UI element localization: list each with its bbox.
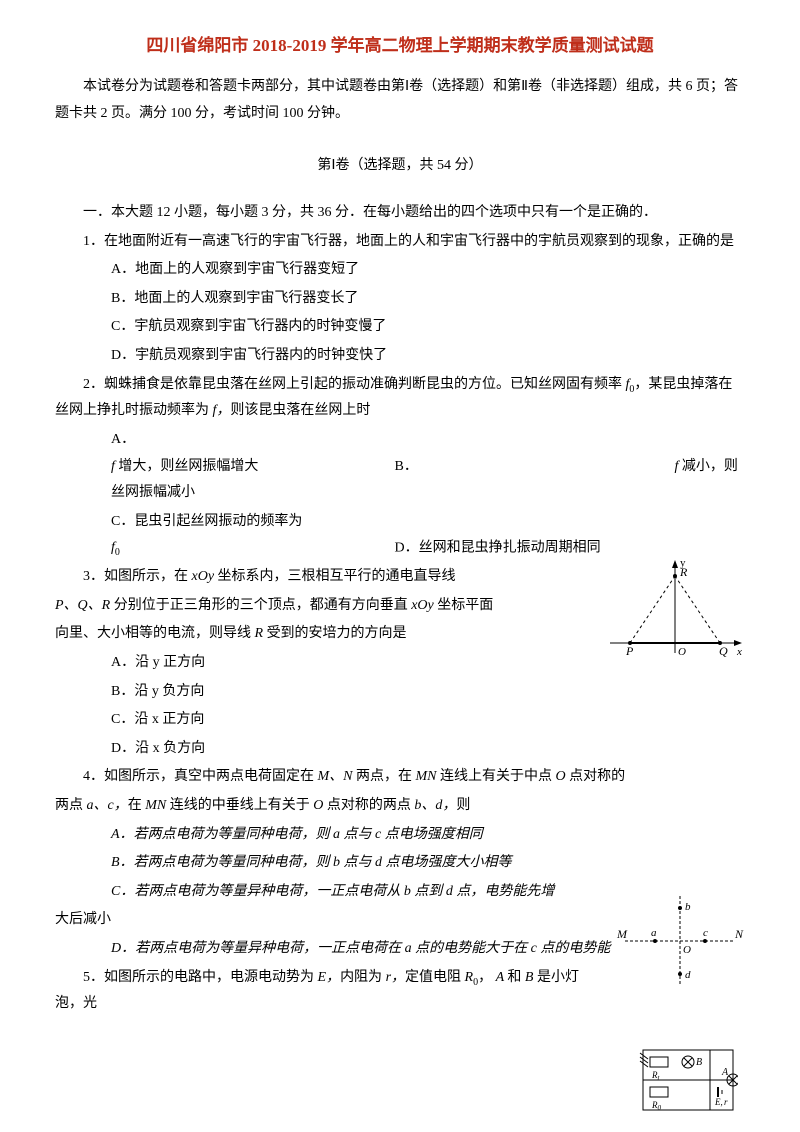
q2a2: 增大，则丝网振幅增大 (118, 459, 258, 474)
fig4-d: d (685, 969, 691, 981)
figure-q3: R y P Q O x (600, 558, 745, 678)
q5s1: 5．如图所示的电路中，电源电动势为 (83, 970, 318, 985)
q3a: A．沿 y 正方向 (111, 655, 205, 670)
q2-f: f， (213, 403, 231, 418)
q3-opt-d: D．沿 x 负方向 (55, 736, 745, 763)
q3R: R (255, 626, 267, 641)
q2-opt-cd: C．昆虫引起丝网振动的频率为 f0 D．丝网和昆虫挣扎振动周期相同 (55, 509, 745, 562)
q3s5: 受到的安培力的方向是 (267, 626, 407, 641)
q4-line1: 4．如图所示，真空中两点电荷固定在 M、N 两点，在 MN 连线上有关于中点 O… (55, 764, 745, 791)
q3d: D．沿 x 负方向 (111, 741, 205, 756)
q1-opt-d: D．宇航员观察到宇宙飞行器内的时钟变快了 (55, 343, 745, 370)
q3s2: 坐标系内，三根相互平行的通电直导线 (218, 569, 456, 584)
q2c1: C．昆虫引起丝网振动的频率为 (111, 509, 391, 536)
q5s2: 内阻为 (340, 970, 386, 985)
q5A: A (496, 970, 508, 985)
fig3-P: P (625, 644, 634, 658)
q2a1: A． (111, 427, 391, 454)
figure-q4: M N b d a c O (615, 886, 745, 996)
q3s1: 3．如图所示，在 (83, 569, 192, 584)
fig4-N: N (734, 927, 744, 941)
q3s32: 分别位于正三角形的三个顶点，都通有方向垂直 (114, 598, 412, 613)
q2d: D．丝网和昆虫挣扎振动周期相同 (395, 540, 601, 555)
q3s4: 向里、大小相等的电流，则导线 (55, 626, 255, 641)
q1-stem: 1．在地面附近有一高速飞行的宇宙飞行器，地面上的人和宇宙飞行器中的宇航员观察到的… (55, 229, 745, 256)
q5B: B (525, 970, 537, 985)
q4s2: 两点，在 (356, 769, 416, 784)
fig3-O: O (678, 646, 686, 658)
q4s4: 点对称的 (569, 769, 625, 784)
q2-t3: 则该昆虫落在丝网上时 (230, 403, 370, 418)
fig4-O: O (683, 944, 691, 956)
q4s3: 连线上有关于中点 (440, 769, 556, 784)
q2csub: 0 (115, 547, 120, 558)
q3xoy2: xOy (411, 598, 437, 613)
q4b: B．若两点电荷为等量同种电荷，则 b 点与 d 点电场强度大小相等 (111, 855, 512, 870)
q5s4: ， (478, 970, 496, 985)
q5r: r， (386, 970, 405, 985)
q2-opt-ab: A．f 增大，则丝网振幅增大 B．f 减小，则丝网振幅减小 (55, 427, 745, 507)
q4bd: b、d， (414, 798, 456, 813)
fig3-x: x (736, 646, 742, 658)
main-title: 四川省绵阳市 2018-2019 学年高二物理上学期期末教学质量测试试题 (55, 30, 745, 62)
section-1-title: 第Ⅰ卷（选择题，共 54 分） (55, 153, 745, 180)
fig4-M: M (616, 927, 628, 941)
q2-t1: 2．蜘蛛捕食是依靠昆虫落在丝网上引起的振动准确判断昆虫的方位。已知丝网固有频率 (83, 377, 626, 392)
q4-opt-a: A．若两点电荷为等量同种电荷，则 a 点与 c 点电场强度相同 (55, 822, 745, 849)
fig5-A: A (721, 1067, 729, 1078)
part-1-header: 一．本大题 12 小题，每小题 3 分，共 36 分．在每小题给出的四个选项中只… (55, 200, 745, 227)
q4s1: 4．如图所示，真空中两点电荷固定在 (83, 769, 318, 784)
q3-opt-b: B．沿 y 负方向 (55, 679, 745, 706)
fig3-y: y (680, 558, 686, 569)
q4c: C．若两点电荷为等量异种电荷，一正点电荷从 b 点到 d 点，电势能先增 (111, 884, 554, 899)
q3pqr: P、Q、R (55, 598, 114, 613)
q4a: A．若两点电荷为等量同种电荷，则 a 点与 c 点电场强度相同 (111, 827, 483, 842)
fig4-b: b (685, 901, 691, 913)
q3b: B．沿 y 负方向 (111, 684, 204, 699)
q3s33: 坐标平面 (437, 598, 493, 613)
q5E: E， (318, 970, 341, 985)
fig3-Q: Q (719, 644, 728, 658)
q4s7: 连线的中垂线上有关于 (170, 798, 314, 813)
intro-text: 本试卷分为试题卷和答题卡两部分，其中试题卷由第Ⅰ卷（选择题）和第Ⅱ卷（非选择题）… (55, 74, 745, 127)
q3-opt-c: C．沿 x 正方向 (55, 707, 745, 734)
q4mn2: MN (416, 769, 441, 784)
fig5-E: E, (714, 1097, 723, 1107)
q2b1: B． (395, 454, 675, 481)
q5s3: 定值电阻 (405, 970, 465, 985)
q4o2: O (313, 798, 327, 813)
q4s8: 点对称的两点 (327, 798, 415, 813)
q1-opt-a: A．地面上的人观察到宇宙飞行器变短了 (55, 257, 745, 284)
fig4-a: a (651, 927, 657, 939)
q2bf: f (675, 459, 682, 474)
q4s9: 则 (456, 798, 470, 813)
q4-line2: 两点 a、c，在 MN 连线的中垂线上有关于 O 点对称的两点 b、d，则 (55, 793, 745, 820)
q2-stem: 2．蜘蛛捕食是依靠昆虫落在丝网上引起的振动准确判断昆虫的方位。已知丝网固有频率 … (55, 372, 745, 425)
q5R0: R (465, 970, 474, 985)
q4mn3: MN (145, 798, 170, 813)
q1-opt-b: B．地面上的人观察到宇宙飞行器变长了 (55, 286, 745, 313)
q4mn: M、N (318, 769, 357, 784)
q4d: D．若两点电荷为等量异种电荷，一正点电荷在 a 点的电势能大于在 c 点的电势能 (111, 941, 610, 956)
q1-opt-c: C．宇航员观察到宇宙飞行器内的时钟变慢了 (55, 314, 745, 341)
q3c: C．沿 x 正方向 (111, 712, 204, 727)
fig5-B: B (696, 1057, 702, 1068)
q4s6: 在 (128, 798, 146, 813)
q4o: O (556, 769, 570, 784)
q4ac: a、c， (87, 798, 128, 813)
q3xoy: xOy (192, 569, 218, 584)
fig4-c: c (703, 927, 708, 939)
fig5-r: r (724, 1097, 728, 1107)
q4s5: 两点 (55, 798, 87, 813)
q5s5: 和 (507, 970, 525, 985)
q4-opt-b: B．若两点电荷为等量同种电荷，则 b 点与 d 点电场强度大小相等 (55, 850, 745, 877)
figure-q5: Rt R0 B A E, r (638, 1045, 738, 1115)
